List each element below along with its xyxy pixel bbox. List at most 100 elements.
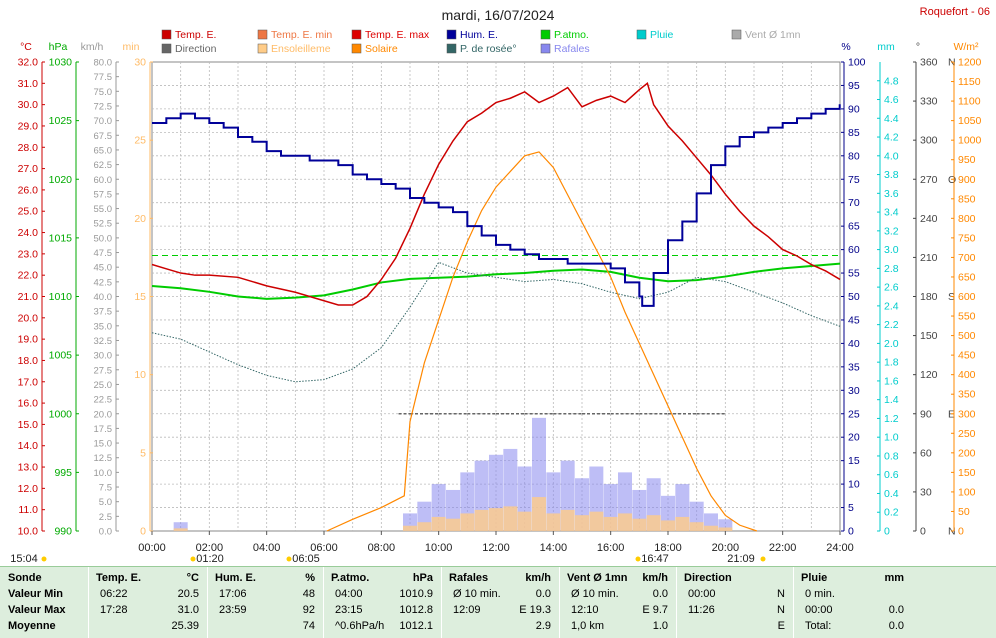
series-pressure — [151, 262, 841, 300]
stats-column: P.atmo. hPa 04:00 1010.9 23:15 1012.8 ^0.6hPa/… — [323, 567, 441, 638]
axis-tick-label: 10.0 — [18, 526, 39, 538]
axis-unit-temp: °C — [20, 41, 32, 53]
stats-row: Valeur Min — [0, 586, 88, 602]
axis-tick-label: 55.0 — [94, 204, 113, 215]
stats-row: 0 min. — [793, 586, 912, 602]
stats-time: 17:28 — [100, 604, 128, 616]
axis-tick-label: 30.0 — [94, 351, 113, 362]
sun-event-marker — [286, 556, 292, 562]
legend-swatch — [731, 29, 742, 40]
axis-tick-label: 1020 — [49, 174, 73, 186]
x-tick-label: 12:00 — [482, 542, 510, 554]
sun-event-label: 06:05 — [292, 553, 320, 565]
axis-tick-label: 65 — [848, 221, 860, 233]
axis-tick-label: 120 — [920, 369, 938, 381]
axis-tick-label: 10 — [848, 479, 860, 491]
axis-tick-label: 3.0 — [884, 244, 899, 256]
sunshine-bar — [632, 518, 647, 531]
sun-event-marker — [41, 556, 47, 562]
axis-tick-label: 2.4 — [884, 300, 899, 312]
chart-legend: Temp. E. Temp. E. min Temp. E. max Hum. E. P… — [161, 29, 801, 55]
axis-tick-label: 27.0 — [18, 163, 39, 175]
axis-tick-label: 100 — [958, 486, 976, 498]
axis-tick-label: 850 — [958, 193, 976, 205]
stats-value: 1012.8 — [399, 604, 433, 616]
stats-value: 25.39 — [171, 620, 199, 632]
axis-tick-label: 700 — [958, 252, 976, 264]
axis-tick-label: 990 — [54, 526, 72, 538]
axis-tick-label: 900 — [958, 174, 976, 186]
axis-tick-label: 0.6 — [884, 469, 899, 481]
axis-tick-label: 50.0 — [94, 233, 113, 244]
axis-tick-label: 75.0 — [94, 87, 113, 98]
stats-time: ^0.6hPa/h — [335, 620, 385, 632]
axis-tick-label: 40 — [848, 338, 860, 350]
axis-tick-label: 75 — [848, 174, 860, 186]
sunshine-bar — [575, 515, 589, 531]
legend-swatch — [257, 43, 268, 54]
sunshine-bar — [503, 506, 518, 531]
series-temperature — [151, 82, 841, 306]
stats-time: 00:00 — [805, 604, 833, 616]
stats-row-label: Moyenne — [8, 620, 56, 632]
stats-value: 0.0 — [535, 588, 551, 600]
axis-tick-label: 60 — [920, 447, 932, 459]
stats-row: Total: 0.0 — [793, 618, 912, 634]
x-tick-label: 10:00 — [425, 542, 453, 554]
axis-tick-label: 4.6 — [884, 94, 899, 106]
axis-tick-label: 4.4 — [884, 113, 899, 125]
axis-tick-label: 40.0 — [94, 292, 113, 303]
sun-event-marker — [635, 556, 641, 562]
axis-tick-label: 35 — [848, 361, 860, 373]
stats-value: 20.5 — [177, 588, 199, 600]
stats-row: 17:06 48 — [207, 586, 323, 602]
axis-tick-label: 995 — [54, 467, 72, 479]
sunshine-bar — [417, 522, 432, 531]
stats-divider — [323, 567, 324, 638]
sunshine-bar — [589, 511, 604, 531]
axis-tick-label: 15 — [134, 291, 146, 303]
axis-tick-label: 1150 — [958, 76, 981, 88]
sunshine-bar — [675, 516, 690, 531]
sunshine-bar — [560, 509, 575, 531]
axis-tick-label: 30.0 — [18, 99, 39, 111]
axis-tick-label: 4.0 — [884, 150, 899, 162]
axis-unit-humidity: % — [841, 41, 850, 53]
stats-time: 23:15 — [335, 604, 363, 616]
legend-label: Ensoleilleme — [271, 43, 331, 55]
axis-tick-label: 13.0 — [18, 462, 39, 474]
axis-tick-label: 1.6 — [884, 375, 899, 387]
sun-event-marker — [190, 556, 196, 562]
axis-tick-label: 80.0 — [94, 58, 113, 69]
sunshine-bar — [532, 497, 546, 531]
stats-time: 0 min. — [805, 588, 835, 600]
axis-unit-rain: mm — [877, 41, 895, 53]
axis-tick-label: 330 — [920, 96, 938, 108]
legend-label: Temp. E. max — [365, 29, 430, 41]
stats-column-header: P.atmo. hPa — [323, 570, 441, 586]
axis-tick-label: 5 — [140, 447, 146, 459]
axis-tick-label: 450 — [958, 350, 976, 362]
stats-value: 31.0 — [177, 604, 199, 616]
axis-tick-label: 2.0 — [884, 338, 899, 350]
stats-column-header: Pluie mm — [793, 570, 912, 586]
axis-tick-label: 70.0 — [94, 116, 113, 127]
stats-row-label: Valeur Max — [8, 604, 66, 616]
axis-tick-label: 31.0 — [18, 78, 39, 90]
stats-column-header: Hum. E.% — [207, 570, 323, 586]
stats-header-unit: hPa — [412, 572, 433, 584]
stats-value: 1012.1 — [399, 620, 433, 632]
stats-column: Vent Ø 1mn km/h Ø 10 min. 0.0 12:10 E 9.7 1,0 … — [559, 567, 676, 638]
axis-tick-label: 25 — [134, 135, 146, 147]
sunshine-bar — [704, 525, 718, 531]
axis-tick-label: 3.8 — [884, 169, 899, 181]
axis-tick-label: 20 — [134, 213, 146, 225]
stats-row: 00:00 0.0 — [793, 602, 912, 618]
axis-tick-label: 1.0 — [884, 432, 899, 444]
x-tick-label: 22:00 — [769, 542, 797, 554]
axis-tick-label: 550 — [958, 311, 976, 323]
stats-row: Valeur Max — [0, 602, 88, 618]
axis-tick-label: 85 — [848, 127, 860, 139]
axis-tick-label: 17.5 — [94, 424, 113, 435]
stats-row: 23:15 1012.8 — [323, 602, 441, 618]
